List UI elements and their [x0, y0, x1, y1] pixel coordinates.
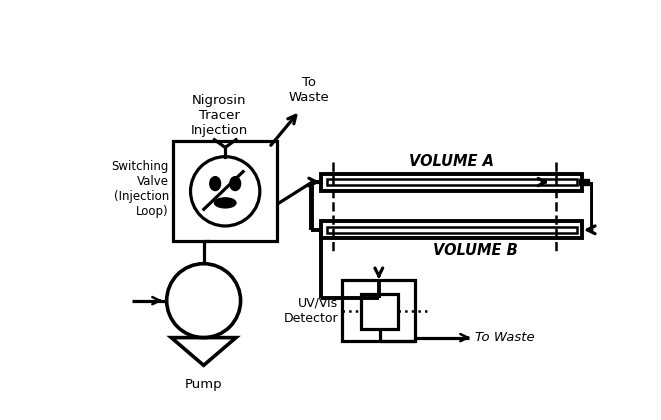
Text: VOLUME A: VOLUME A: [409, 154, 494, 169]
Ellipse shape: [230, 177, 241, 191]
Bar: [173, 141, 277, 241]
Text: To
Waste: To Waste: [289, 76, 329, 104]
Text: VOLUME B: VOLUME B: [433, 243, 518, 258]
Bar: [327, 227, 577, 233]
Text: UV/Vis
Detector: UV/Vis Detector: [284, 297, 338, 325]
Bar: [342, 280, 415, 341]
Text: To Waste: To Waste: [475, 331, 535, 344]
Bar: [327, 179, 577, 185]
Bar: [321, 173, 582, 191]
Ellipse shape: [210, 177, 221, 191]
Bar: [362, 294, 398, 329]
Text: Pump: Pump: [185, 378, 223, 391]
Bar: [580, 179, 589, 185]
Bar: [321, 221, 582, 238]
Text: Nigrosin
Tracer
Injection: Nigrosin Tracer Injection: [190, 94, 248, 137]
Ellipse shape: [214, 198, 236, 208]
Text: Switching
Valve
(Injection
Loop): Switching Valve (Injection Loop): [112, 160, 169, 218]
